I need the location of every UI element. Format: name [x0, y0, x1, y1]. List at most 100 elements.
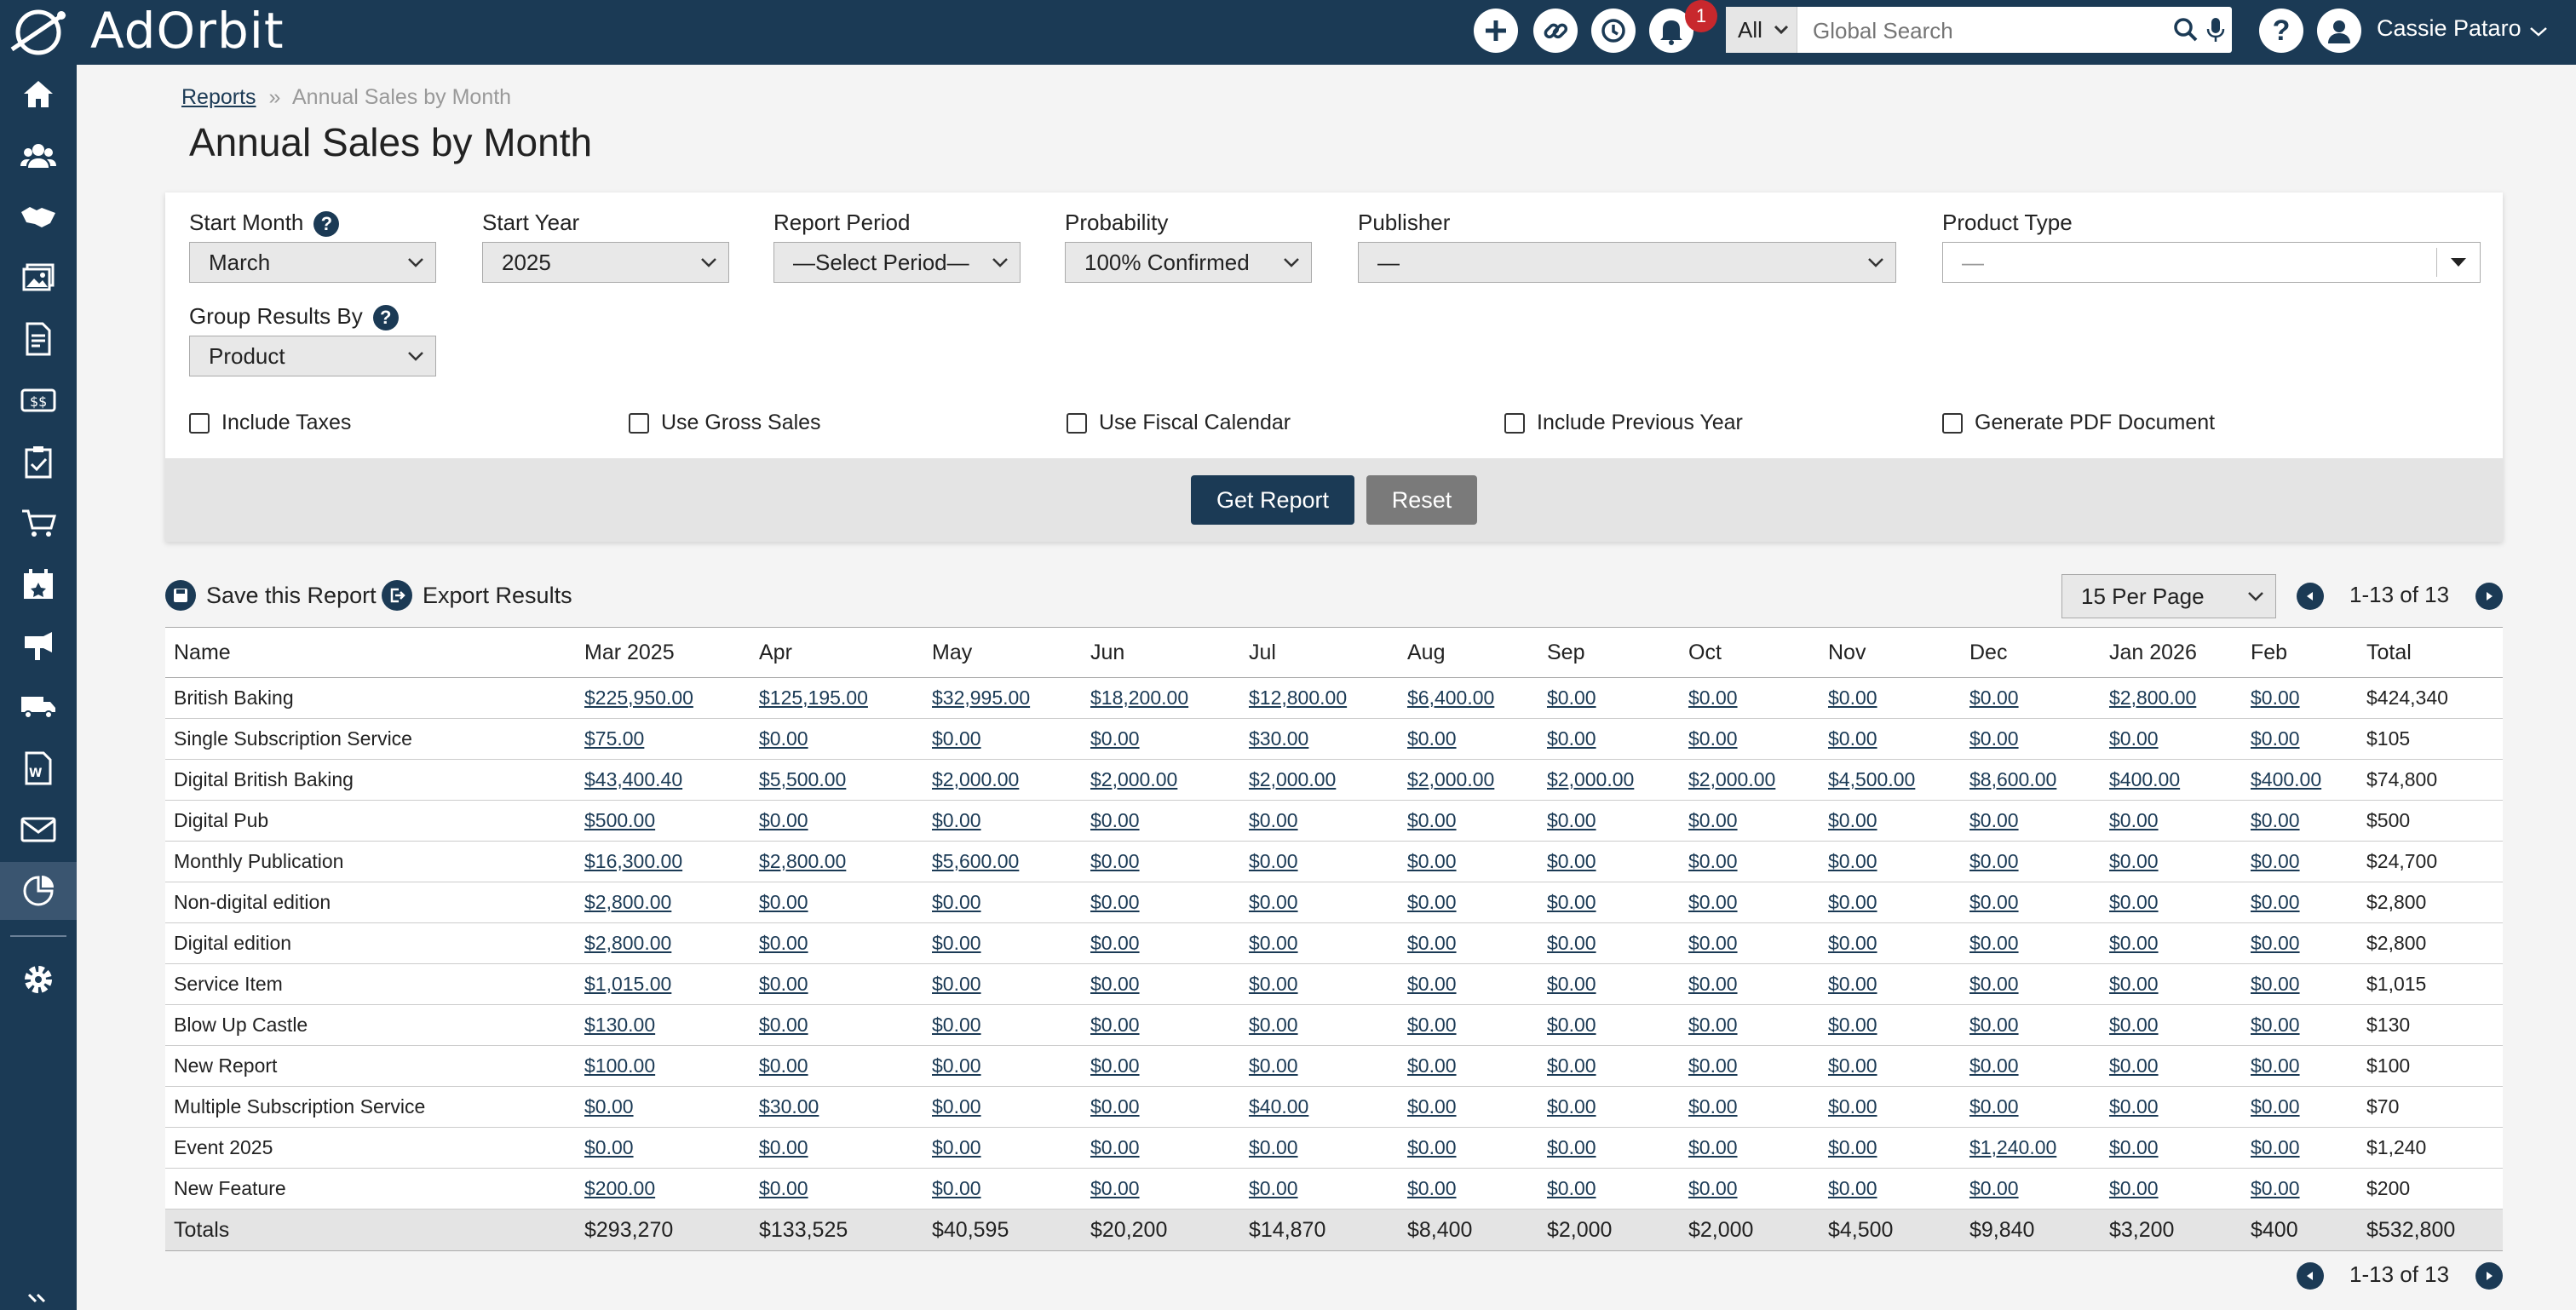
month-value-link[interactable]: $0.00: [2109, 809, 2159, 831]
month-value-link[interactable]: $0.00: [1090, 1014, 1140, 1036]
month-value-link[interactable]: $0.00: [1547, 1095, 1596, 1118]
month-value-link[interactable]: $0.00: [1828, 1136, 1877, 1158]
month-value-link[interactable]: $0.00: [1547, 1136, 1596, 1158]
month-value-link[interactable]: $0.00: [1969, 1054, 2019, 1077]
month-value-link[interactable]: $0.00: [1249, 932, 1298, 954]
month-value-link[interactable]: $0.00: [1407, 1136, 1457, 1158]
month-value-link[interactable]: $43,400.40: [584, 768, 683, 790]
month-value-link[interactable]: $0.00: [1828, 1177, 1877, 1199]
month-value-link[interactable]: $0.00: [932, 1054, 981, 1077]
search-icon[interactable]: [2172, 16, 2199, 43]
month-value-link[interactable]: $0.00: [1407, 1095, 1457, 1118]
month-value-link[interactable]: $0.00: [2251, 932, 2300, 954]
month-value-link[interactable]: $0.00: [1407, 932, 1457, 954]
month-value-link[interactable]: $0.00: [1688, 973, 1738, 995]
links-button[interactable]: [1533, 9, 1578, 53]
month-value-link[interactable]: $0.00: [1407, 973, 1457, 995]
month-value-link[interactable]: $0.00: [1547, 1014, 1596, 1036]
month-value-link[interactable]: $130.00: [584, 1014, 656, 1036]
month-value-link[interactable]: $0.00: [2251, 687, 2300, 709]
month-value-link[interactable]: $0.00: [1688, 1014, 1738, 1036]
month-value-link[interactable]: $500.00: [584, 809, 656, 831]
month-value-link[interactable]: $0.00: [2109, 973, 2159, 995]
month-value-link[interactable]: $0.00: [1547, 727, 1596, 750]
month-value-link[interactable]: $0.00: [1828, 932, 1877, 954]
month-value-link[interactable]: $0.00: [2109, 1095, 2159, 1118]
month-value-link[interactable]: $1,240.00: [1969, 1136, 2057, 1158]
per-page-select[interactable]: 15 Per Page: [2061, 574, 2276, 618]
month-value-link[interactable]: $0.00: [2109, 850, 2159, 872]
month-value-link[interactable]: $0.00: [1828, 850, 1877, 872]
month-value-link[interactable]: $6,400.00: [1407, 687, 1495, 709]
month-value-link[interactable]: $1,015.00: [584, 973, 672, 995]
month-value-link[interactable]: $0.00: [1969, 809, 2019, 831]
month-value-link[interactable]: $0.00: [1547, 973, 1596, 995]
month-value-link[interactable]: $0.00: [1090, 1136, 1140, 1158]
month-value-link[interactable]: $0.00: [1969, 727, 2019, 750]
month-value-link[interactable]: $32,995.00: [932, 687, 1031, 709]
month-value-link[interactable]: $8,600.00: [1969, 768, 2057, 790]
month-value-link[interactable]: $0.00: [1090, 891, 1140, 913]
month-value-link[interactable]: $0.00: [1969, 850, 2019, 872]
month-value-link[interactable]: $2,000.00: [932, 768, 1020, 790]
month-value-link[interactable]: $0.00: [1688, 932, 1738, 954]
month-value-link[interactable]: $0.00: [1090, 1095, 1140, 1118]
publisher-select[interactable]: —: [1358, 242, 1896, 283]
month-value-link[interactable]: $0.00: [759, 1014, 808, 1036]
month-value-link[interactable]: $400.00: [2251, 768, 2322, 790]
month-value-link[interactable]: $0.00: [584, 1095, 634, 1118]
checkbox-box[interactable]: [1067, 412, 1087, 434]
next-page-button[interactable]: [2475, 1262, 2503, 1290]
month-value-link[interactable]: $0.00: [1249, 809, 1298, 831]
month-value-link[interactable]: $2,000.00: [1688, 768, 1776, 790]
month-value-link[interactable]: $0.00: [2109, 891, 2159, 913]
history-button[interactable]: [1591, 9, 1636, 53]
month-value-link[interactable]: $0.00: [759, 727, 808, 750]
month-value-link[interactable]: $0.00: [2109, 1177, 2159, 1199]
month-value-link[interactable]: $0.00: [1688, 891, 1738, 913]
month-value-link[interactable]: $0.00: [1828, 1054, 1877, 1077]
month-value-link[interactable]: $0.00: [932, 973, 981, 995]
month-value-link[interactable]: $2,800.00: [2109, 687, 2197, 709]
month-value-link[interactable]: $0.00: [932, 1136, 981, 1158]
month-value-link[interactable]: $5,600.00: [932, 850, 1020, 872]
product-type-select[interactable]: —: [1942, 242, 2481, 283]
month-value-link[interactable]: $0.00: [1828, 727, 1877, 750]
month-value-link[interactable]: $0.00: [1090, 1054, 1140, 1077]
sidebar-item-documents[interactable]: W: [0, 739, 77, 797]
month-value-link[interactable]: $0.00: [1688, 687, 1738, 709]
month-value-link[interactable]: $0.00: [1688, 1095, 1738, 1118]
month-value-link[interactable]: $0.00: [759, 1136, 808, 1158]
month-value-link[interactable]: $0.00: [1688, 1177, 1738, 1199]
month-value-link[interactable]: $0.00: [2251, 1095, 2300, 1118]
start-month-select[interactable]: March: [189, 242, 436, 283]
month-value-link[interactable]: $0.00: [932, 1177, 981, 1199]
month-value-link[interactable]: $0.00: [932, 1095, 981, 1118]
month-value-link[interactable]: $0.00: [1547, 809, 1596, 831]
month-value-link[interactable]: $0.00: [1969, 973, 2019, 995]
sidebar-item-calendar[interactable]: [0, 555, 77, 613]
month-value-link[interactable]: $0.00: [1407, 727, 1457, 750]
month-value-link[interactable]: $30.00: [1249, 727, 1309, 750]
help-button[interactable]: ?: [2259, 9, 2303, 53]
month-value-link[interactable]: $0.00: [932, 1014, 981, 1036]
month-value-link[interactable]: $0.00: [759, 891, 808, 913]
month-value-link[interactable]: $0.00: [1090, 1177, 1140, 1199]
sidebar-item-campaign[interactable]: [0, 617, 77, 675]
month-value-link[interactable]: $0.00: [2109, 932, 2159, 954]
month-value-link[interactable]: $2,800.00: [759, 850, 847, 872]
save-report-button[interactable]: Save this Report: [165, 580, 377, 611]
month-value-link[interactable]: $30.00: [759, 1095, 819, 1118]
month-value-link[interactable]: $0.00: [1090, 809, 1140, 831]
month-value-link[interactable]: $0.00: [1688, 727, 1738, 750]
month-value-link[interactable]: $0.00: [1969, 1095, 2019, 1118]
report-period-select[interactable]: —Select Period—: [773, 242, 1021, 283]
month-value-link[interactable]: $0.00: [2251, 850, 2300, 872]
month-value-link[interactable]: $0.00: [1547, 1177, 1596, 1199]
month-value-link[interactable]: $2,000.00: [1090, 768, 1178, 790]
month-value-link[interactable]: $0.00: [1547, 891, 1596, 913]
chevron-down-icon[interactable]: [2528, 25, 2549, 38]
month-value-link[interactable]: $0.00: [2251, 1136, 2300, 1158]
prev-page-button[interactable]: [2297, 583, 2324, 610]
month-value-link[interactable]: $0.00: [1249, 1136, 1298, 1158]
